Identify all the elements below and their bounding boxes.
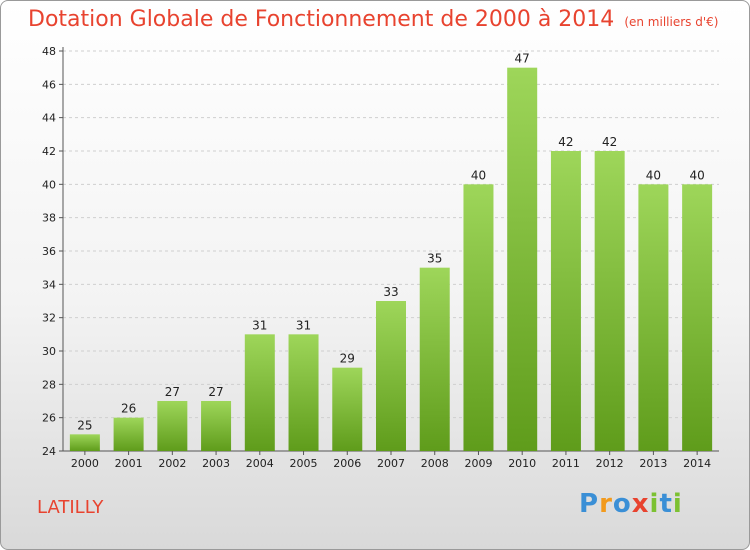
y-tick-label: 44 [42, 112, 56, 125]
bar [69, 434, 100, 451]
x-tick-label: 2008 [421, 457, 449, 470]
bar [157, 401, 188, 451]
data-label: 27 [165, 385, 180, 399]
data-label: 27 [208, 385, 223, 399]
y-tick-label: 30 [42, 345, 56, 358]
y-tick-label: 46 [42, 78, 56, 91]
y-tick-label: 42 [42, 145, 56, 158]
proxiti-logo: Proxiti [579, 489, 683, 519]
bar [463, 184, 494, 452]
bar [419, 267, 450, 451]
data-label: 40 [689, 168, 704, 182]
bar [550, 151, 581, 451]
logo-letter: x [631, 489, 650, 519]
y-tick-label: 34 [42, 278, 56, 291]
chart-title: Dotation Globale de Fonctionnement de 20… [28, 7, 718, 32]
x-tick-label: 2010 [508, 457, 536, 470]
logo-letter: i [649, 489, 660, 519]
logo-letter: i [672, 489, 683, 519]
logo-letter: r [599, 489, 613, 519]
bar [332, 367, 363, 451]
data-label: 42 [602, 135, 617, 149]
bar [113, 417, 144, 451]
x-tick-label: 2011 [552, 457, 580, 470]
x-tick-label: 2012 [596, 457, 624, 470]
logo-letter: o [612, 489, 632, 519]
data-label: 35 [427, 252, 442, 266]
y-tick-label: 38 [42, 212, 56, 225]
commune-name: LATILLY [37, 497, 104, 518]
y-tick-label: 36 [42, 245, 56, 258]
data-label: 40 [646, 168, 661, 182]
x-tick-label: 2013 [639, 457, 667, 470]
x-tick-label: 2004 [246, 457, 274, 470]
bar [201, 401, 232, 451]
data-label: 29 [340, 352, 355, 366]
data-label: 25 [77, 418, 92, 432]
chart-subtitle: (en milliers d'€) [624, 15, 719, 29]
x-tick-label: 2003 [202, 457, 230, 470]
data-label: 47 [515, 52, 530, 66]
data-label: 31 [252, 318, 267, 332]
y-tick-label: 48 [42, 45, 56, 58]
x-tick-label: 2009 [464, 457, 492, 470]
y-tick-label: 40 [42, 178, 56, 191]
data-label: 33 [383, 285, 398, 299]
y-tick-label: 26 [42, 412, 56, 425]
labels: 25 2000 26 2001 27 2002 27 2003 31 2004 31 2005 29 20… [71, 52, 711, 470]
y-tick-label: 32 [42, 312, 56, 325]
logo-letter: P [579, 489, 600, 519]
data-label: 26 [121, 402, 136, 416]
bar [288, 334, 319, 451]
bars [69, 67, 713, 452]
bar [244, 334, 275, 451]
y-tick-label: 24 [42, 445, 56, 458]
x-tick-label: 2007 [377, 457, 405, 470]
bar [682, 184, 713, 452]
bar [376, 301, 406, 451]
x-tick-label: 2006 [333, 457, 361, 470]
y-tick-label: 28 [42, 378, 56, 391]
x-tick-label: 2000 [71, 457, 99, 470]
data-label: 42 [558, 135, 573, 149]
x-tick-label: 2002 [158, 457, 186, 470]
title-text: Dotation Globale de Fonctionnement de 20… [28, 7, 615, 32]
bar [507, 67, 538, 452]
bar [638, 184, 669, 452]
bar [594, 151, 625, 451]
x-tick-label: 2014 [683, 457, 711, 470]
x-tick-label: 2001 [115, 457, 143, 470]
logo-letter: t [659, 489, 673, 519]
data-label: 40 [471, 168, 486, 182]
x-tick-label: 2005 [290, 457, 318, 470]
data-label: 31 [296, 318, 311, 332]
